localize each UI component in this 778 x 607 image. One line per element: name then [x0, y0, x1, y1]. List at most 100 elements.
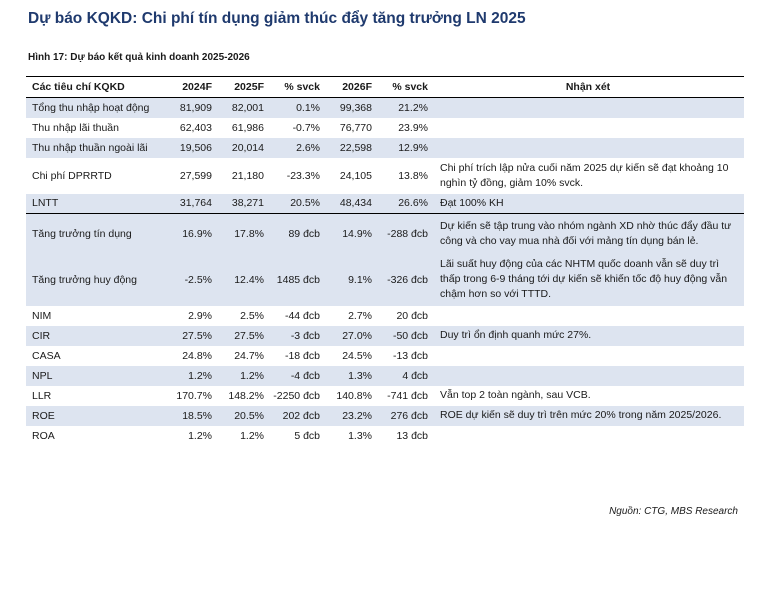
cell-2025f: 20.5%: [216, 405, 268, 426]
forecast-table: Các tiêu chí KQKD 2024F 2025F % svck 202…: [26, 76, 744, 446]
cell-2025f: 1.2%: [216, 365, 268, 386]
table-row: NIM 2.9% 2.5% -44 đcb 2.7% 20 đcb: [26, 306, 744, 326]
cell-yoy-2025: 89 đcb: [268, 213, 324, 254]
header-criteria: Các tiêu chí KQKD: [26, 76, 164, 98]
table-row: LNTT 31,764 38,271 20.5% 48,434 26.6% Đạt 100%…: [26, 193, 744, 214]
header-yoy-2025: % svck: [268, 76, 324, 98]
cell-criteria: CIR: [26, 325, 164, 346]
cell-comment: Vẫn top 2 toàn ngành, sau VCB.: [440, 389, 591, 401]
cell-2026f: 14.9%: [324, 213, 376, 254]
cell-criteria: NIM: [32, 309, 52, 322]
cell-2026f: 27.0%: [324, 325, 376, 346]
cell-criteria: Tăng trưởng tín dụng: [26, 213, 164, 254]
cell-comment: [432, 306, 744, 326]
cell-yoy-2026: 4 đcb: [376, 365, 432, 386]
cell-2026f: 23.2%: [324, 405, 376, 426]
cell-2024f: 1.2%: [188, 429, 212, 442]
cell-criteria: LNTT: [26, 193, 164, 214]
cell-2026f: 1.3%: [348, 429, 372, 442]
header-yoy-2026: % svck: [376, 76, 432, 98]
cell-2026f: 22,598: [324, 137, 376, 158]
page-title: Dự báo KQKD: Chi phí tín dụng giảm thúc …: [28, 10, 526, 27]
cell-yoy-2025: 0.1%: [268, 97, 324, 118]
cell-comment: [432, 97, 744, 118]
cell-yoy-2026: 23.9%: [398, 121, 428, 134]
cell-yoy-2025: 2.6%: [268, 137, 324, 158]
cell-2025f: 24.7%: [234, 349, 264, 362]
source-note: Nguồn: CTG, MBS Research: [609, 506, 738, 517]
cell-yoy-2025: -4 đcb: [268, 365, 324, 386]
cell-comment: [432, 365, 744, 386]
table-row: Thu nhập thuần ngoài lãi 19,506 20,014 2.6%…: [26, 137, 744, 158]
cell-2024f: 19,506: [164, 137, 216, 158]
table-header-row: Các tiêu chí KQKD 2024F 2025F % svck 202…: [26, 76, 744, 98]
cell-yoy-2025: -44 đcb: [284, 309, 320, 322]
cell-criteria: NPL: [26, 365, 164, 386]
cell-2025f: 20,014: [216, 137, 268, 158]
cell-yoy-2026: 276 đcb: [376, 405, 432, 426]
cell-comment: Chi phí trích lập nửa cuối năm 2025 dự k…: [440, 161, 729, 189]
cell-2025f: 27.5%: [216, 325, 268, 346]
figure-caption: Hình 17: Dự báo kết quả kinh doanh 2025-…: [28, 52, 250, 63]
cell-yoy-2026: 13.8%: [398, 169, 428, 182]
cell-2024f: 18.5%: [164, 405, 216, 426]
cell-yoy-2026: -326 đcb: [376, 253, 432, 306]
cell-2025f: 17.8%: [216, 213, 268, 254]
cell-yoy-2025: 5 đcb: [294, 429, 320, 442]
cell-2024f: 2.9%: [188, 309, 212, 322]
cell-yoy-2025: -23.3%: [286, 169, 320, 182]
header-2025f: 2025F: [216, 76, 268, 98]
cell-comment: [432, 346, 744, 366]
cell-yoy-2026: 20 đcb: [396, 309, 428, 322]
cell-2025f: 2.5%: [240, 309, 264, 322]
cell-2024f: 81,909: [164, 97, 216, 118]
cell-yoy-2026: 26.6%: [376, 193, 432, 214]
cell-yoy-2025: 202 đcb: [268, 405, 324, 426]
table-row: ROE 18.5% 20.5% 202 đcb 23.2% 276 đcb ROE dự k…: [26, 405, 744, 426]
cell-2025f: 1.2%: [240, 429, 264, 442]
cell-comment: Lãi suất huy động của các NHTM quốc doan…: [432, 253, 744, 306]
cell-2024f: 16.9%: [164, 213, 216, 254]
table-row: Thu nhập lãi thuần 62,403 61,986 -0.7% 76,77…: [26, 118, 744, 138]
cell-2026f: 99,368: [324, 97, 376, 118]
cell-criteria: LLR: [32, 389, 52, 402]
cell-2026f: 24,105: [339, 169, 372, 182]
cell-2026f: 76,770: [339, 121, 372, 134]
cell-criteria: Chi phí DPRRTD: [32, 169, 112, 182]
table-body: Tổng thu nhập hoạt động 81,909 82,001 0.1% 9…: [26, 97, 744, 446]
cell-comment: ROE dự kiến sẽ duy trì trên mức 20% tron…: [432, 405, 744, 426]
cell-comment: [432, 426, 744, 446]
cell-2024f: 170.7%: [176, 389, 212, 402]
table-row: ROA 1.2% 1.2% 5 đcb 1.3% 13 đcb: [26, 426, 744, 446]
cell-criteria: CASA: [32, 349, 61, 362]
cell-yoy-2025: 1485 đcb: [268, 253, 324, 306]
cell-2025f: 38,271: [216, 193, 268, 214]
cell-criteria: Thu nhập thuần ngoài lãi: [26, 137, 164, 158]
cell-yoy-2025: -2250 đcb: [273, 389, 320, 402]
table-row: Tăng trưởng tín dụng 16.9% 17.8% 89 đcb 14.9…: [26, 213, 744, 254]
cell-2026f: 2.7%: [348, 309, 372, 322]
cell-2024f: 1.2%: [164, 365, 216, 386]
table-row: CIR 27.5% 27.5% -3 đcb 27.0% -50 đcb Duy trì ổ…: [26, 325, 744, 346]
cell-yoy-2025: 20.5%: [268, 193, 324, 214]
cell-2024f: 27,599: [179, 169, 212, 182]
cell-yoy-2025: -18 đcb: [284, 349, 320, 362]
cell-criteria: Tổng thu nhập hoạt động: [26, 97, 164, 118]
table-row: Tổng thu nhập hoạt động 81,909 82,001 0.1% 9…: [26, 97, 744, 118]
table-row: LLR 170.7% 148.2% -2250 đcb 140.8% -741 đcb Vẫ…: [26, 386, 744, 406]
cell-2025f: 82,001: [216, 97, 268, 118]
cell-2026f: 1.3%: [324, 365, 376, 386]
cell-2026f: 24.5%: [342, 349, 372, 362]
cell-2026f: 48,434: [324, 193, 376, 214]
cell-comment: Dự kiến sẽ tập trung vào nhóm ngành XD n…: [432, 213, 744, 254]
header-comment: Nhận xét: [432, 76, 744, 98]
cell-comment: [432, 137, 744, 158]
table-row: NPL 1.2% 1.2% -4 đcb 1.3% 4 đcb: [26, 365, 744, 386]
table-row: CASA 24.8% 24.7% -18 đcb 24.5% -13 đcb: [26, 346, 744, 366]
cell-2024f: 27.5%: [164, 325, 216, 346]
cell-yoy-2026: -13 đcb: [392, 349, 428, 362]
cell-yoy-2026: 13 đcb: [396, 429, 428, 442]
cell-2024f: 31,764: [164, 193, 216, 214]
table-row: Tăng trưởng huy động -2.5% 12.4% 1485 đcb 9.…: [26, 253, 744, 306]
cell-yoy-2025: -3 đcb: [268, 325, 324, 346]
